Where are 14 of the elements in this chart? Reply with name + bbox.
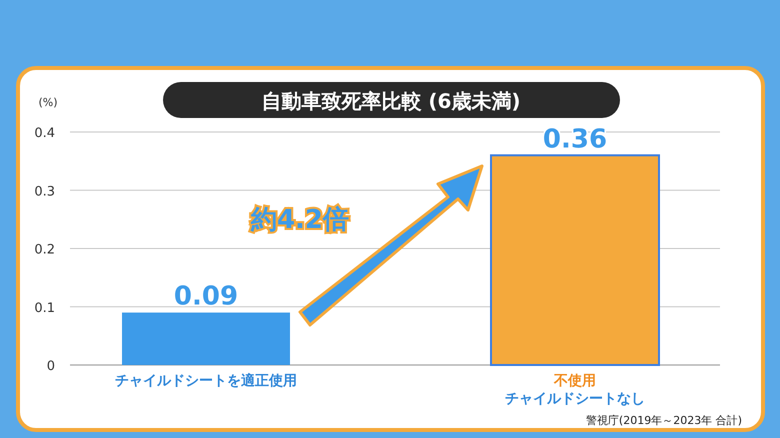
x-tick-label: チャイルドシートを適正使用 [115, 372, 297, 389]
y-tick-label: 0 [46, 359, 55, 374]
y-tick-label: 0.1 [34, 300, 55, 316]
y-tick-label: 0.3 [34, 184, 55, 200]
data-label: 0.09 [174, 282, 238, 312]
chart-title: 自動車致死率比較 (6歳未満) [261, 89, 521, 113]
x-tick-label: チャイルドシートなし [505, 391, 645, 407]
annotation: 約4.2倍 [250, 205, 350, 235]
text: 不使用 [553, 373, 596, 389]
text: 警視庁(2019年～2023年 合計) [586, 414, 742, 427]
y-tick-label: 0.2 [34, 242, 55, 258]
y-tick-label: 0.4 [34, 126, 55, 141]
y-axis-title: (%) [38, 96, 58, 109]
data-label: 0.36 [542, 124, 608, 154]
